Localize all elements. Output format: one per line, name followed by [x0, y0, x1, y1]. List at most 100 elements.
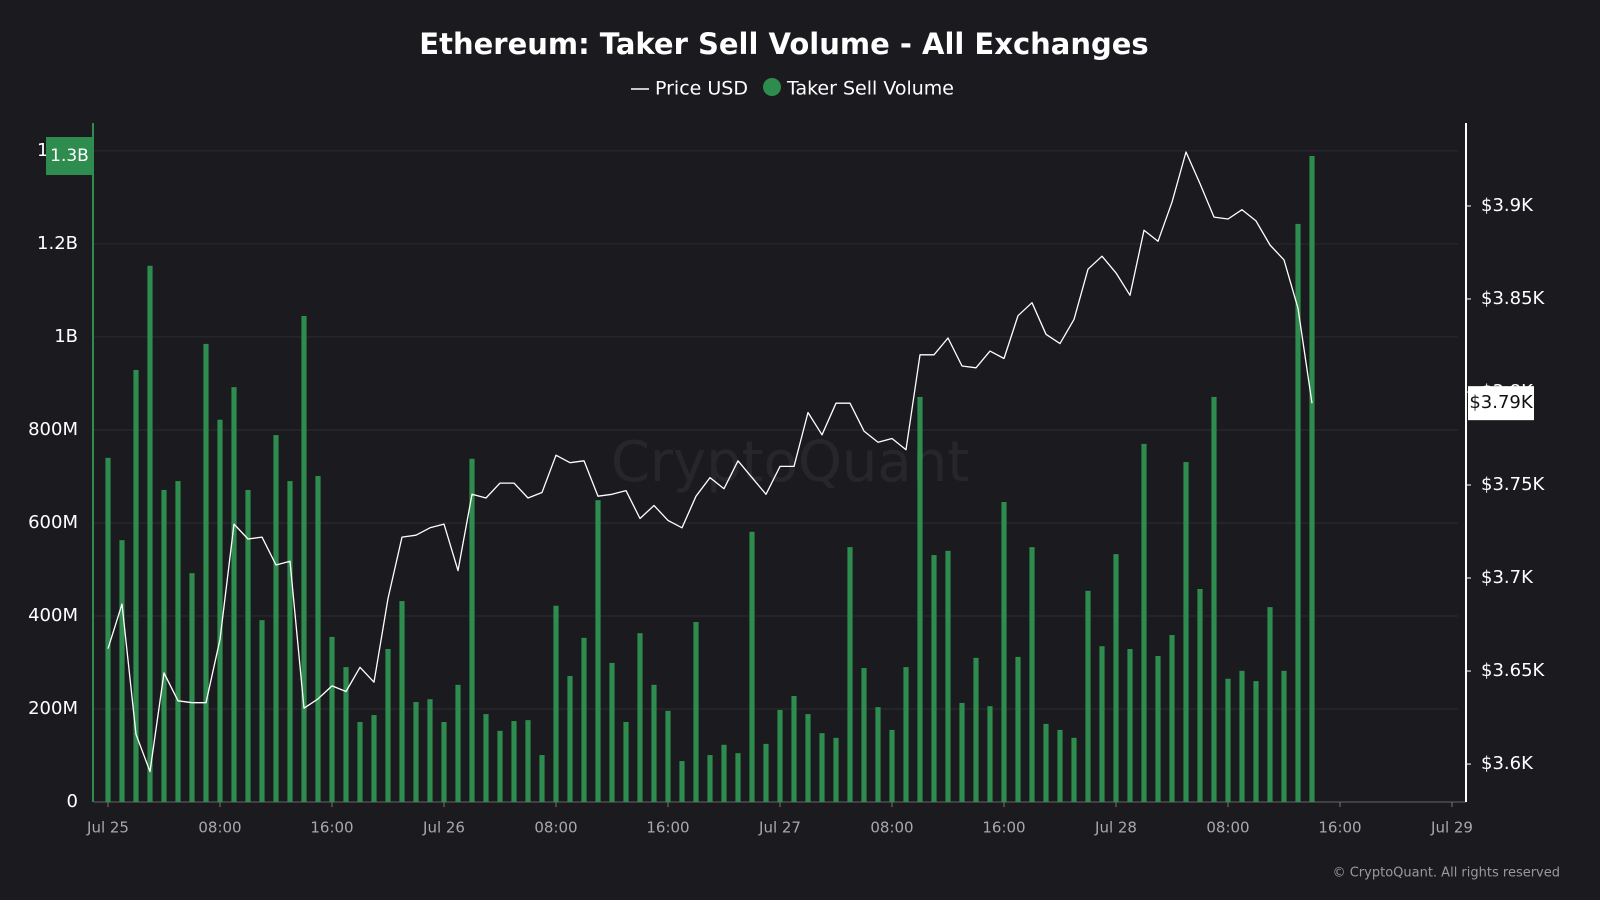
bar: [1225, 678, 1231, 802]
bar: [1197, 588, 1203, 802]
chart-title: Ethereum: Taker Sell Volume - All Exchan…: [419, 27, 1148, 61]
bar: [651, 684, 657, 802]
bar: [1267, 607, 1273, 802]
bar: [763, 743, 769, 802]
watermark: CryptoQuant: [611, 430, 969, 495]
legend-label: Price USD: [655, 78, 748, 100]
x-tick-label: 08:00: [1206, 819, 1249, 837]
bar: [1099, 646, 1105, 802]
bar: [609, 662, 615, 802]
bar: [861, 668, 867, 802]
bar: [147, 265, 153, 803]
bar: [1155, 655, 1161, 802]
bar: [693, 622, 699, 802]
bar: [1015, 656, 1021, 802]
bar: [777, 709, 783, 802]
bar: [791, 695, 797, 802]
legend-marker: [763, 78, 781, 96]
x-tick-label: Jul 27: [758, 819, 801, 837]
x-tick-label: Jul 28: [1094, 819, 1137, 837]
y2-tick-label: $3.7K: [1481, 567, 1534, 588]
bar: [903, 667, 909, 802]
bar: [1169, 635, 1175, 802]
bar: [1141, 443, 1147, 802]
bar: [133, 369, 139, 802]
bar: [441, 722, 447, 802]
x-tick-label: Jul 25: [86, 819, 129, 837]
bar: [749, 531, 755, 802]
bar: [161, 489, 167, 802]
y-tick-label: 0: [67, 791, 78, 812]
bar: [847, 547, 853, 802]
bar: [987, 706, 993, 802]
y-tick-label: 600M: [28, 512, 78, 533]
bar: [525, 720, 531, 802]
copyright: © CryptoQuant. All rights reserved: [1333, 866, 1560, 881]
bar: [539, 755, 545, 802]
bar: [287, 481, 293, 802]
last-price-badge: [1468, 386, 1534, 421]
y-tick-label: 1.2B: [37, 233, 78, 254]
bar: [273, 435, 279, 802]
y-tick-label: 1B: [54, 326, 78, 347]
last-volume-label: 1.3B: [50, 146, 89, 166]
bar: [1057, 729, 1063, 802]
bar: [1127, 648, 1133, 802]
bar: [427, 699, 433, 802]
bar: [973, 657, 979, 802]
bar: [917, 396, 923, 802]
bar: [889, 729, 895, 802]
bar: [105, 457, 111, 802]
bar: [875, 707, 881, 802]
bar: [1113, 554, 1119, 802]
price-line: [107, 151, 1313, 773]
bar: [175, 481, 181, 802]
bar: [511, 721, 517, 802]
bar: [203, 343, 209, 802]
y2-tick-label: $3.65K: [1481, 660, 1546, 681]
bar: [497, 730, 503, 802]
bar: [217, 419, 223, 802]
bar: [343, 667, 349, 802]
bar: [399, 601, 405, 802]
bar: [455, 684, 461, 802]
bar: [119, 540, 125, 802]
y-tick-label: 200M: [28, 698, 78, 719]
last-price-label: $3.79K: [1469, 392, 1534, 413]
bar: [1239, 670, 1245, 802]
bar: [581, 637, 587, 802]
bar: [819, 733, 825, 802]
x-tick-label: 16:00: [646, 819, 689, 837]
bar: [385, 648, 391, 802]
bar: [637, 633, 643, 802]
bar: [413, 702, 419, 802]
bar: [805, 714, 811, 802]
bar: [371, 715, 377, 802]
bar: [1253, 681, 1259, 802]
bar: [553, 605, 559, 802]
bar: [1281, 670, 1287, 802]
legend-label: Taker Sell Volume: [786, 78, 954, 100]
bar: [259, 620, 265, 802]
x-tick-label: 08:00: [870, 819, 913, 837]
bar: [707, 755, 713, 802]
bar: [623, 722, 629, 802]
bar: [469, 458, 475, 802]
bar: [1085, 590, 1091, 802]
bar: [735, 753, 741, 802]
x-tick-label: 16:00: [982, 819, 1025, 837]
bar: [231, 387, 237, 802]
x-tick-label: Jul 29: [1430, 819, 1473, 837]
bar: [245, 489, 251, 802]
bar: [931, 555, 937, 802]
bar: [1211, 396, 1217, 802]
bar: [567, 675, 573, 802]
y2-tick-label: $3.85K: [1481, 288, 1546, 309]
y2-tick-label: $3.9K: [1481, 195, 1534, 216]
bar: [1295, 223, 1301, 802]
bar: [189, 573, 195, 802]
bar: [833, 737, 839, 802]
bar: [1001, 502, 1007, 802]
